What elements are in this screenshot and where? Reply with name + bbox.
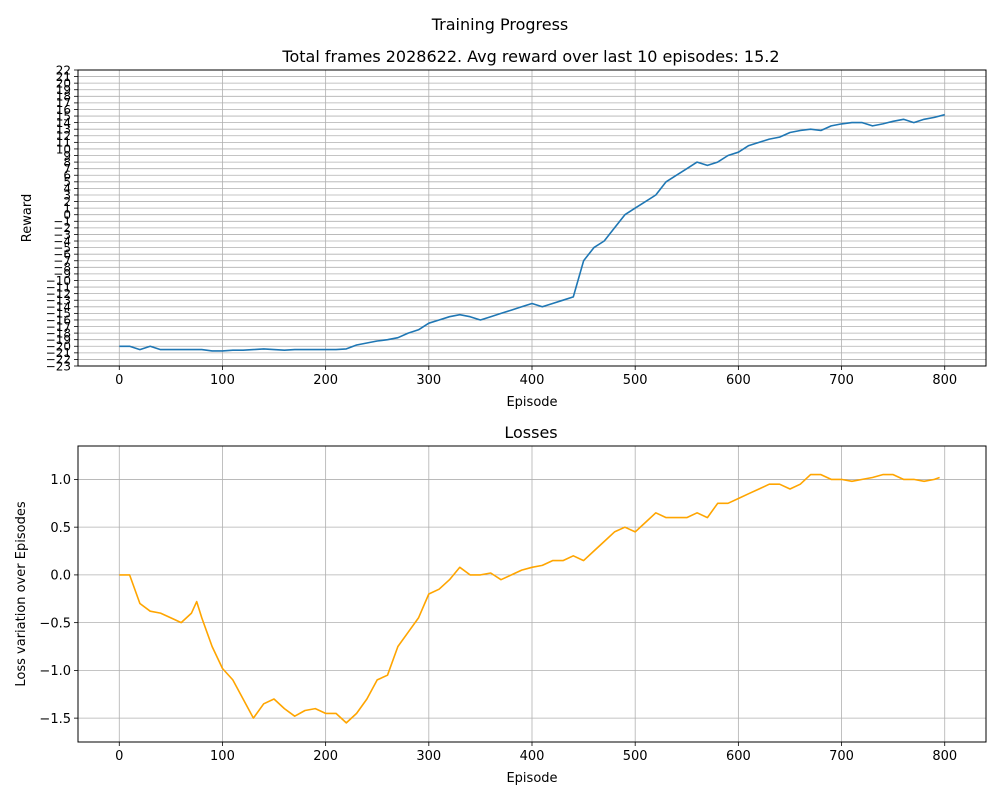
y-tick-label: −8 xyxy=(53,261,71,275)
x-tick-label: 500 xyxy=(623,749,648,764)
x-tick-label: 0 xyxy=(115,373,123,388)
x-tick-label: 600 xyxy=(726,373,751,388)
y-tick-label: −3 xyxy=(53,228,71,242)
x-tick-label: 700 xyxy=(829,749,854,764)
y-tick-label: 1 xyxy=(63,201,71,215)
y-tick-label: 7 xyxy=(63,162,71,176)
reward-y-axis-label: Reward xyxy=(20,194,35,242)
x-tick-label: 200 xyxy=(313,373,338,388)
y-tick-label: 1.0 xyxy=(50,473,71,488)
y-tick-label: −16 xyxy=(46,313,71,327)
reward-chart-title: Total frames 2028622. Avg reward over la… xyxy=(281,47,779,66)
y-tick-label: 20 xyxy=(56,76,71,90)
y-tick-label: −17 xyxy=(46,320,71,334)
reward-y-ticks: −23−22−21−20−19−18−17−16−15−14−13−12−11−… xyxy=(46,63,78,373)
y-tick-label: −9 xyxy=(53,267,71,281)
x-tick-label: 400 xyxy=(520,749,545,764)
y-tick-label: 19 xyxy=(56,83,71,97)
y-tick-label: −2 xyxy=(53,221,71,235)
losses-y-axis-label: Loss variation over Episodes xyxy=(14,501,29,686)
y-tick-label: −23 xyxy=(46,359,71,373)
y-tick-label: −15 xyxy=(46,307,71,321)
y-tick-label: 18 xyxy=(56,90,71,104)
y-tick-label: −14 xyxy=(46,300,71,314)
x-tick-label: 800 xyxy=(932,749,957,764)
y-tick-label: −1.0 xyxy=(39,664,71,679)
y-tick-label: −18 xyxy=(46,326,71,340)
x-tick-label: 100 xyxy=(210,749,235,764)
x-tick-label: 300 xyxy=(416,373,441,388)
y-tick-label: 5 xyxy=(63,175,71,189)
y-tick-label: 6 xyxy=(63,169,71,183)
x-tick-label: 600 xyxy=(726,749,751,764)
y-tick-label: 0 xyxy=(63,208,71,222)
x-tick-label: 400 xyxy=(520,373,545,388)
y-tick-label: 12 xyxy=(56,129,71,143)
losses-chart-title: Losses xyxy=(504,423,557,442)
y-tick-label: −5 xyxy=(53,241,71,255)
y-tick-label: −1.5 xyxy=(39,712,71,727)
x-tick-label: 100 xyxy=(210,373,235,388)
y-tick-label: 9 xyxy=(63,149,71,163)
reward-series-line xyxy=(119,113,945,352)
x-tick-label: 800 xyxy=(932,373,957,388)
x-tick-label: 500 xyxy=(623,373,648,388)
figure-suptitle: Training Progress xyxy=(431,15,569,34)
losses-subplot: Losses 0 100 200 300 400 500 600 700 800 −1.5−1.… xyxy=(14,423,987,786)
losses-line-layer xyxy=(119,473,940,724)
y-tick-label: 16 xyxy=(56,103,71,117)
reward-x-axis-label: Episode xyxy=(506,395,557,410)
losses-x-axis-label: Episode xyxy=(506,771,557,786)
reward-line-layer xyxy=(119,113,945,352)
y-tick-label: 11 xyxy=(56,136,71,150)
y-tick-label: 22 xyxy=(56,63,71,77)
y-tick-label: −19 xyxy=(46,333,71,347)
x-tick-label: 700 xyxy=(829,373,854,388)
y-tick-label: 17 xyxy=(56,96,71,110)
y-tick-label: −13 xyxy=(46,294,71,308)
x-tick-label: 0 xyxy=(115,749,123,764)
y-tick-label: −12 xyxy=(46,287,71,301)
y-tick-label: −0.5 xyxy=(39,616,71,631)
y-tick-label: −22 xyxy=(46,353,71,367)
y-tick-label: 13 xyxy=(56,123,71,137)
y-tick-label: 2 xyxy=(63,195,71,209)
losses-x-ticks: 0 100 200 300 400 500 600 700 800 xyxy=(115,742,957,764)
y-tick-label: 10 xyxy=(56,142,71,156)
y-tick-label: 15 xyxy=(56,109,71,123)
y-tick-label: −4 xyxy=(53,234,71,248)
y-tick-label: −11 xyxy=(46,280,71,294)
losses-y-ticks: −1.5 −1.0 −0.5 0.0 0.5 1.0 xyxy=(39,473,78,727)
y-tick-label: 0.5 xyxy=(50,521,71,536)
reward-x-ticks: 0 100 200 300 400 500 600 700 800 xyxy=(115,366,957,388)
y-tick-label: 4 xyxy=(63,182,71,196)
y-tick-label: −10 xyxy=(46,274,71,288)
y-tick-label: 14 xyxy=(56,116,71,130)
losses-series-line xyxy=(119,473,940,724)
y-tick-label: 0.0 xyxy=(50,569,71,584)
x-tick-label: 300 xyxy=(416,749,441,764)
y-tick-label: 3 xyxy=(63,188,71,202)
y-tick-label: −21 xyxy=(46,346,71,360)
y-tick-label: −6 xyxy=(53,247,71,261)
y-tick-label: −1 xyxy=(53,215,71,229)
y-tick-label: −20 xyxy=(46,340,71,354)
reward-subplot: Total frames 2028622. Avg reward over la… xyxy=(20,47,987,410)
y-tick-label: 8 xyxy=(63,155,71,169)
x-tick-label: 200 xyxy=(313,749,338,764)
y-tick-label: −7 xyxy=(53,254,71,268)
y-tick-label: 21 xyxy=(56,70,71,84)
